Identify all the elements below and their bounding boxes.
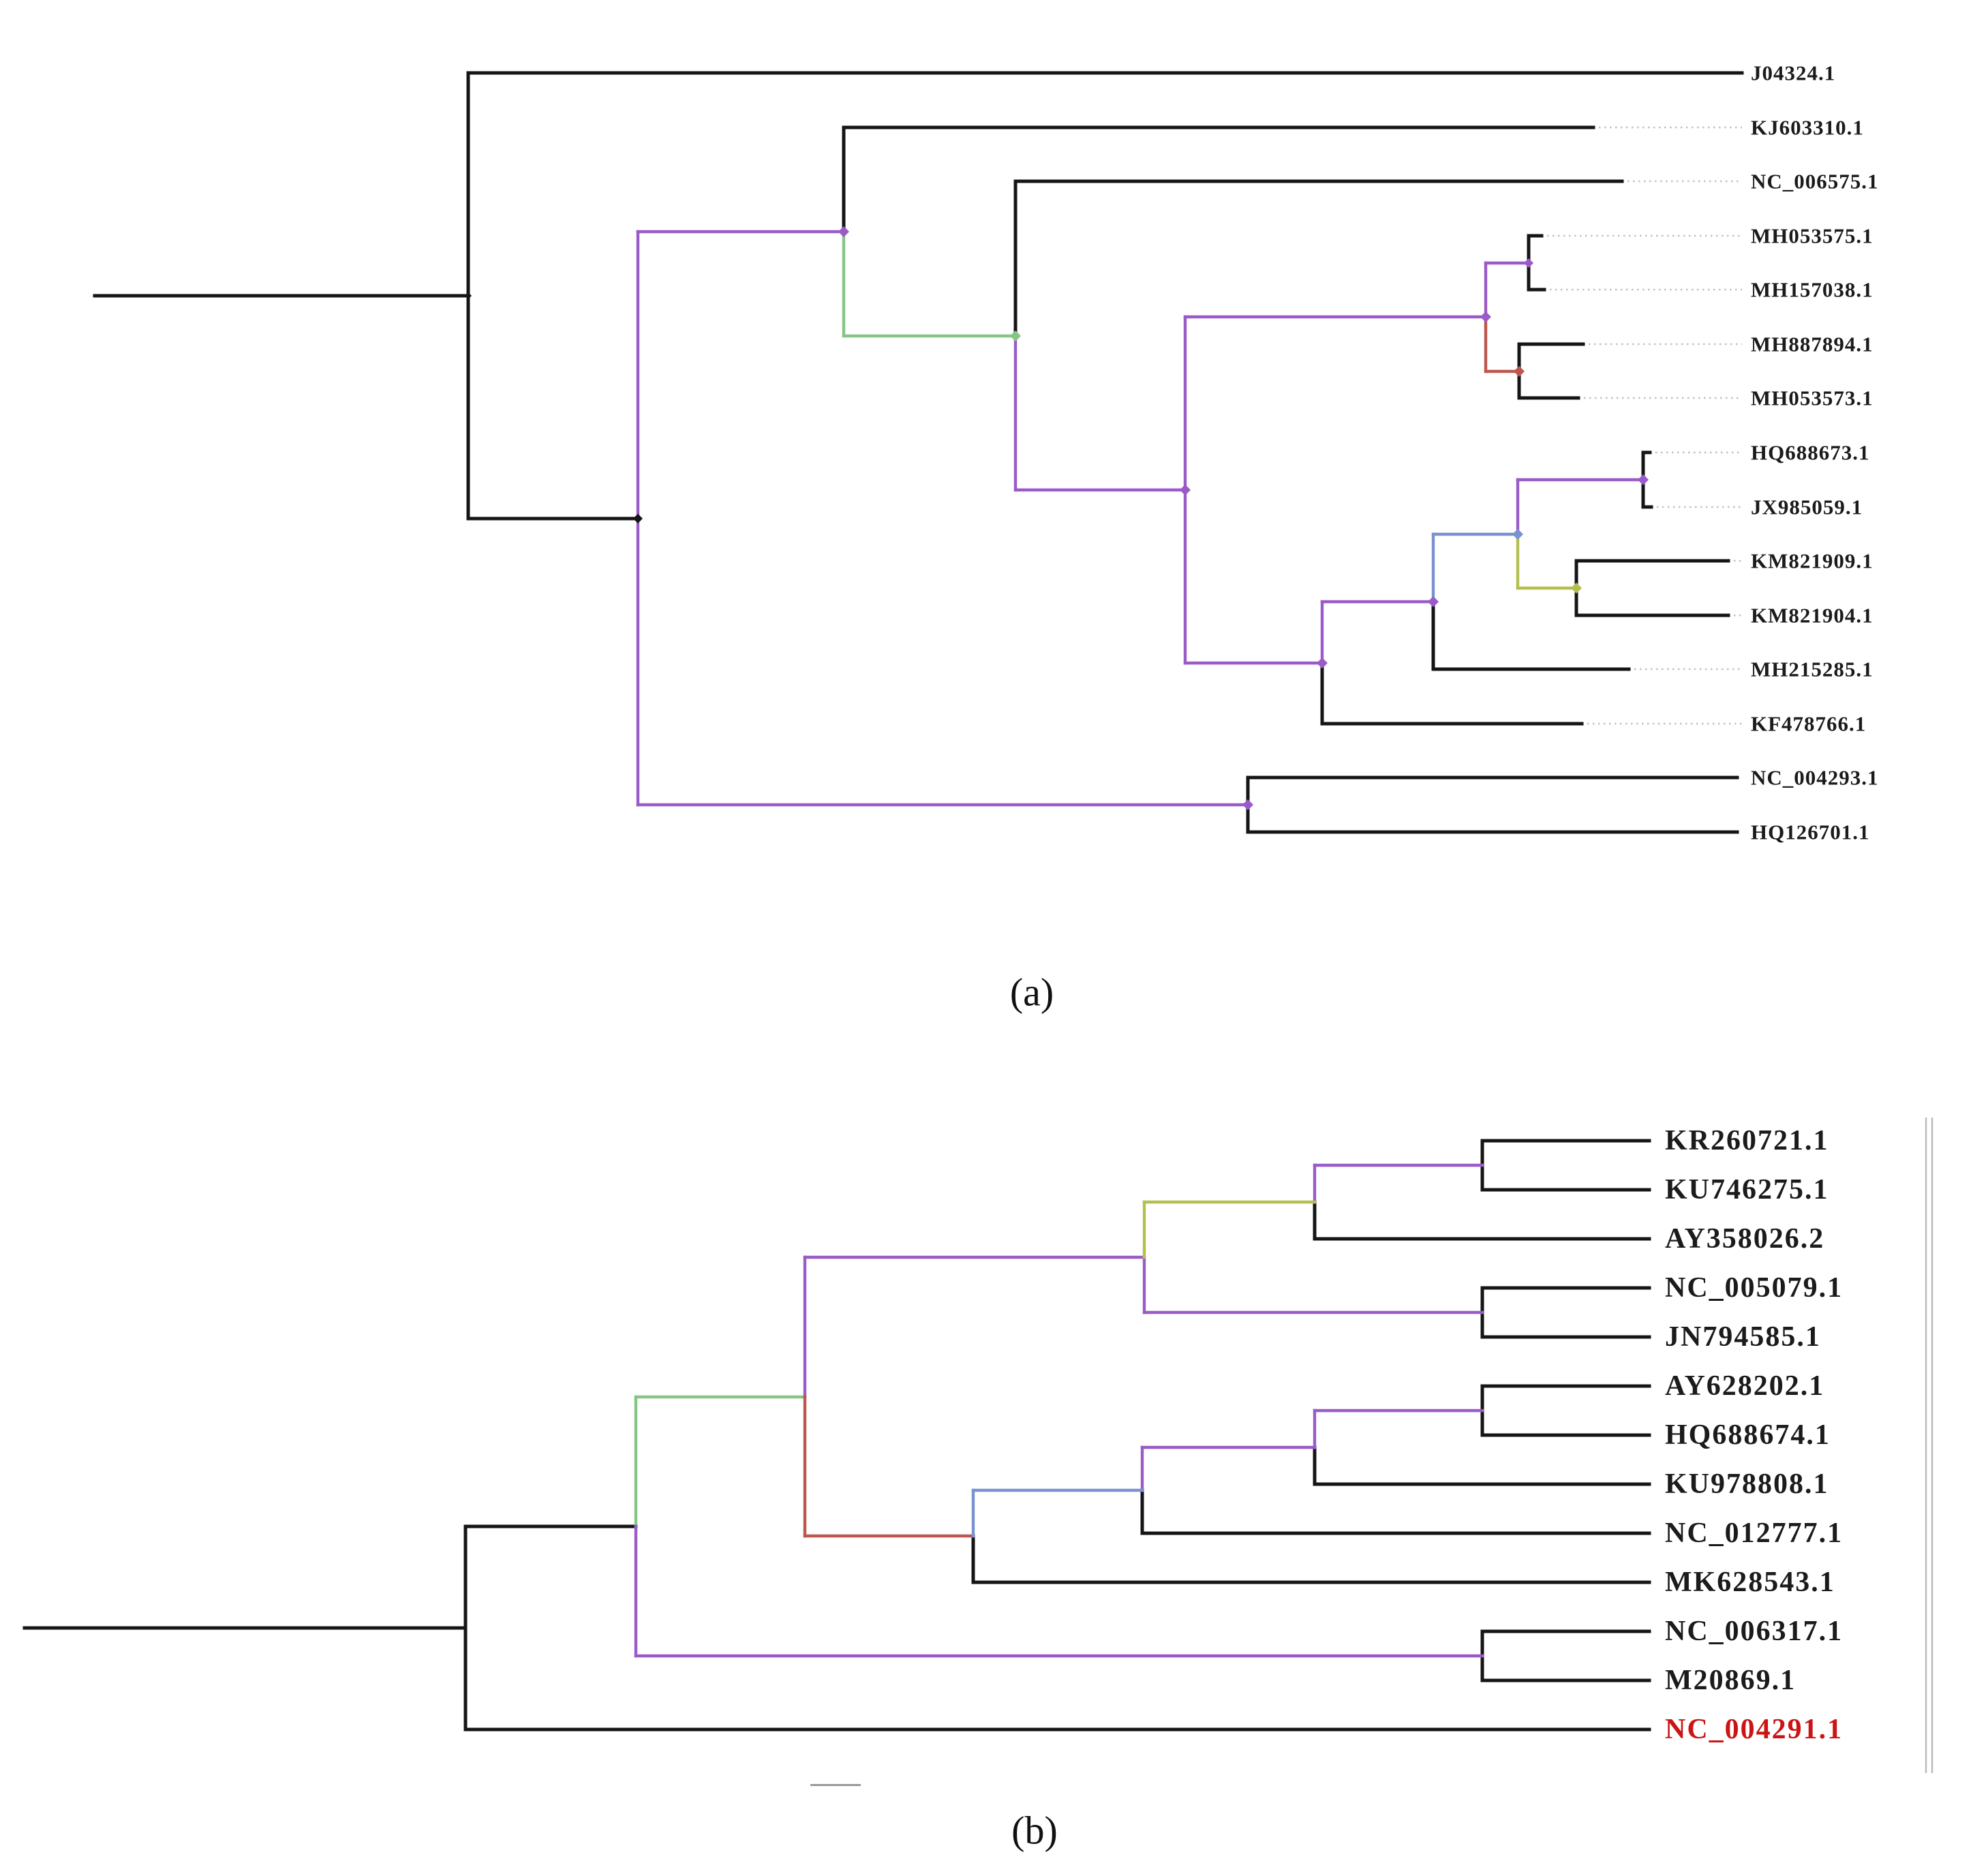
- tree-a-node-diamond: [1428, 596, 1439, 607]
- caption-a: (a): [1009, 970, 1054, 1015]
- tree-b-leaf-label-KU746275.1: KU746275.1: [1665, 1174, 1829, 1205]
- tree-a-leaf-label-HQ688673.1: HQ688673.1: [1751, 441, 1869, 465]
- tree-a-leaf-label-KJ603310.1: KJ603310.1: [1751, 116, 1864, 140]
- tree-a-node-diamond: [1010, 330, 1021, 341]
- tree-a-node-diamond: [633, 514, 643, 523]
- tree-a-leaf-label-NC_004293.1: NC_004293.1: [1751, 766, 1879, 790]
- tree-a-leaf-label-KM821904.1: KM821904.1: [1751, 604, 1874, 628]
- tree-a-leaf-label-MH157038.1: MH157038.1: [1751, 278, 1874, 302]
- tree-b-leaf-label-NC_005079.1: NC_005079.1: [1665, 1272, 1843, 1304]
- tree-b-leaf-label-JN794585.1: JN794585.1: [1665, 1321, 1821, 1353]
- tree-a-leaf-label-JX985059.1: JX985059.1: [1751, 495, 1863, 519]
- tree-a-node-diamond: [1180, 485, 1191, 495]
- tree-a-leaf-label-MH053573.1: MH053573.1: [1751, 386, 1874, 410]
- tree-a-node-diamond: [1242, 799, 1253, 810]
- tree-a-node-diamond: [1638, 474, 1649, 485]
- tree-b-leaf-label-NC_004291.1: NC_004291.1: [1665, 1714, 1843, 1745]
- tree-a-node-diamond: [1512, 529, 1523, 540]
- caption-b: (b): [1011, 1808, 1058, 1853]
- tree-b-leaf-label-HQ688674.1: HQ688674.1: [1665, 1419, 1831, 1451]
- tree-a-node-diamond: [1480, 311, 1491, 322]
- tree-b-leaf-label-NC_006317.1: NC_006317.1: [1665, 1616, 1843, 1647]
- tree-a-leaf-label-MH887894.1: MH887894.1: [1751, 333, 1874, 356]
- tree-b-leaf-label-KU978808.1: KU978808.1: [1665, 1468, 1829, 1500]
- tree-a-node-diamond: [838, 226, 849, 237]
- tree-a-node-diamond: [1524, 258, 1533, 268]
- tree-a-leaf-label-MH215285.1: MH215285.1: [1751, 658, 1874, 681]
- tree-a-node-diamond: [465, 292, 472, 299]
- tree-a-leaf-label-KF478766.1: KF478766.1: [1751, 712, 1866, 736]
- tree-b-leaf-label-M20869.1: M20869.1: [1665, 1665, 1796, 1696]
- tree-b-scale-bar: [810, 1784, 861, 1786]
- tree-b-leaf-label-AY358026.2: AY358026.2: [1665, 1223, 1824, 1255]
- tree-a-node-diamond: [1571, 583, 1582, 594]
- tree-a-node-diamond: [1514, 366, 1525, 377]
- tree-b-leaf-label-KR260721.1: KR260721.1: [1665, 1125, 1829, 1156]
- tree-b-leaf-label-AY628202.1: AY628202.1: [1665, 1370, 1824, 1402]
- tree-a-leaf-label-NC_006575.1: NC_006575.1: [1751, 170, 1879, 194]
- tree-a-leaf-label-MH053575.1: MH053575.1: [1751, 224, 1874, 248]
- tree-a-leaf-label-HQ126701.1: HQ126701.1: [1751, 820, 1869, 844]
- tree-b-leaf-label-NC_012777.1: NC_012777.1: [1665, 1518, 1843, 1549]
- tree-b-leaf-label-MK628543.1: MK628543.1: [1665, 1567, 1835, 1598]
- tree-a-node-diamond: [1317, 658, 1328, 668]
- tree-a-leaf-label-KM821909.1: KM821909.1: [1751, 549, 1874, 573]
- tree-a-leaf-label-J04324.1: J04324.1: [1751, 61, 1835, 85]
